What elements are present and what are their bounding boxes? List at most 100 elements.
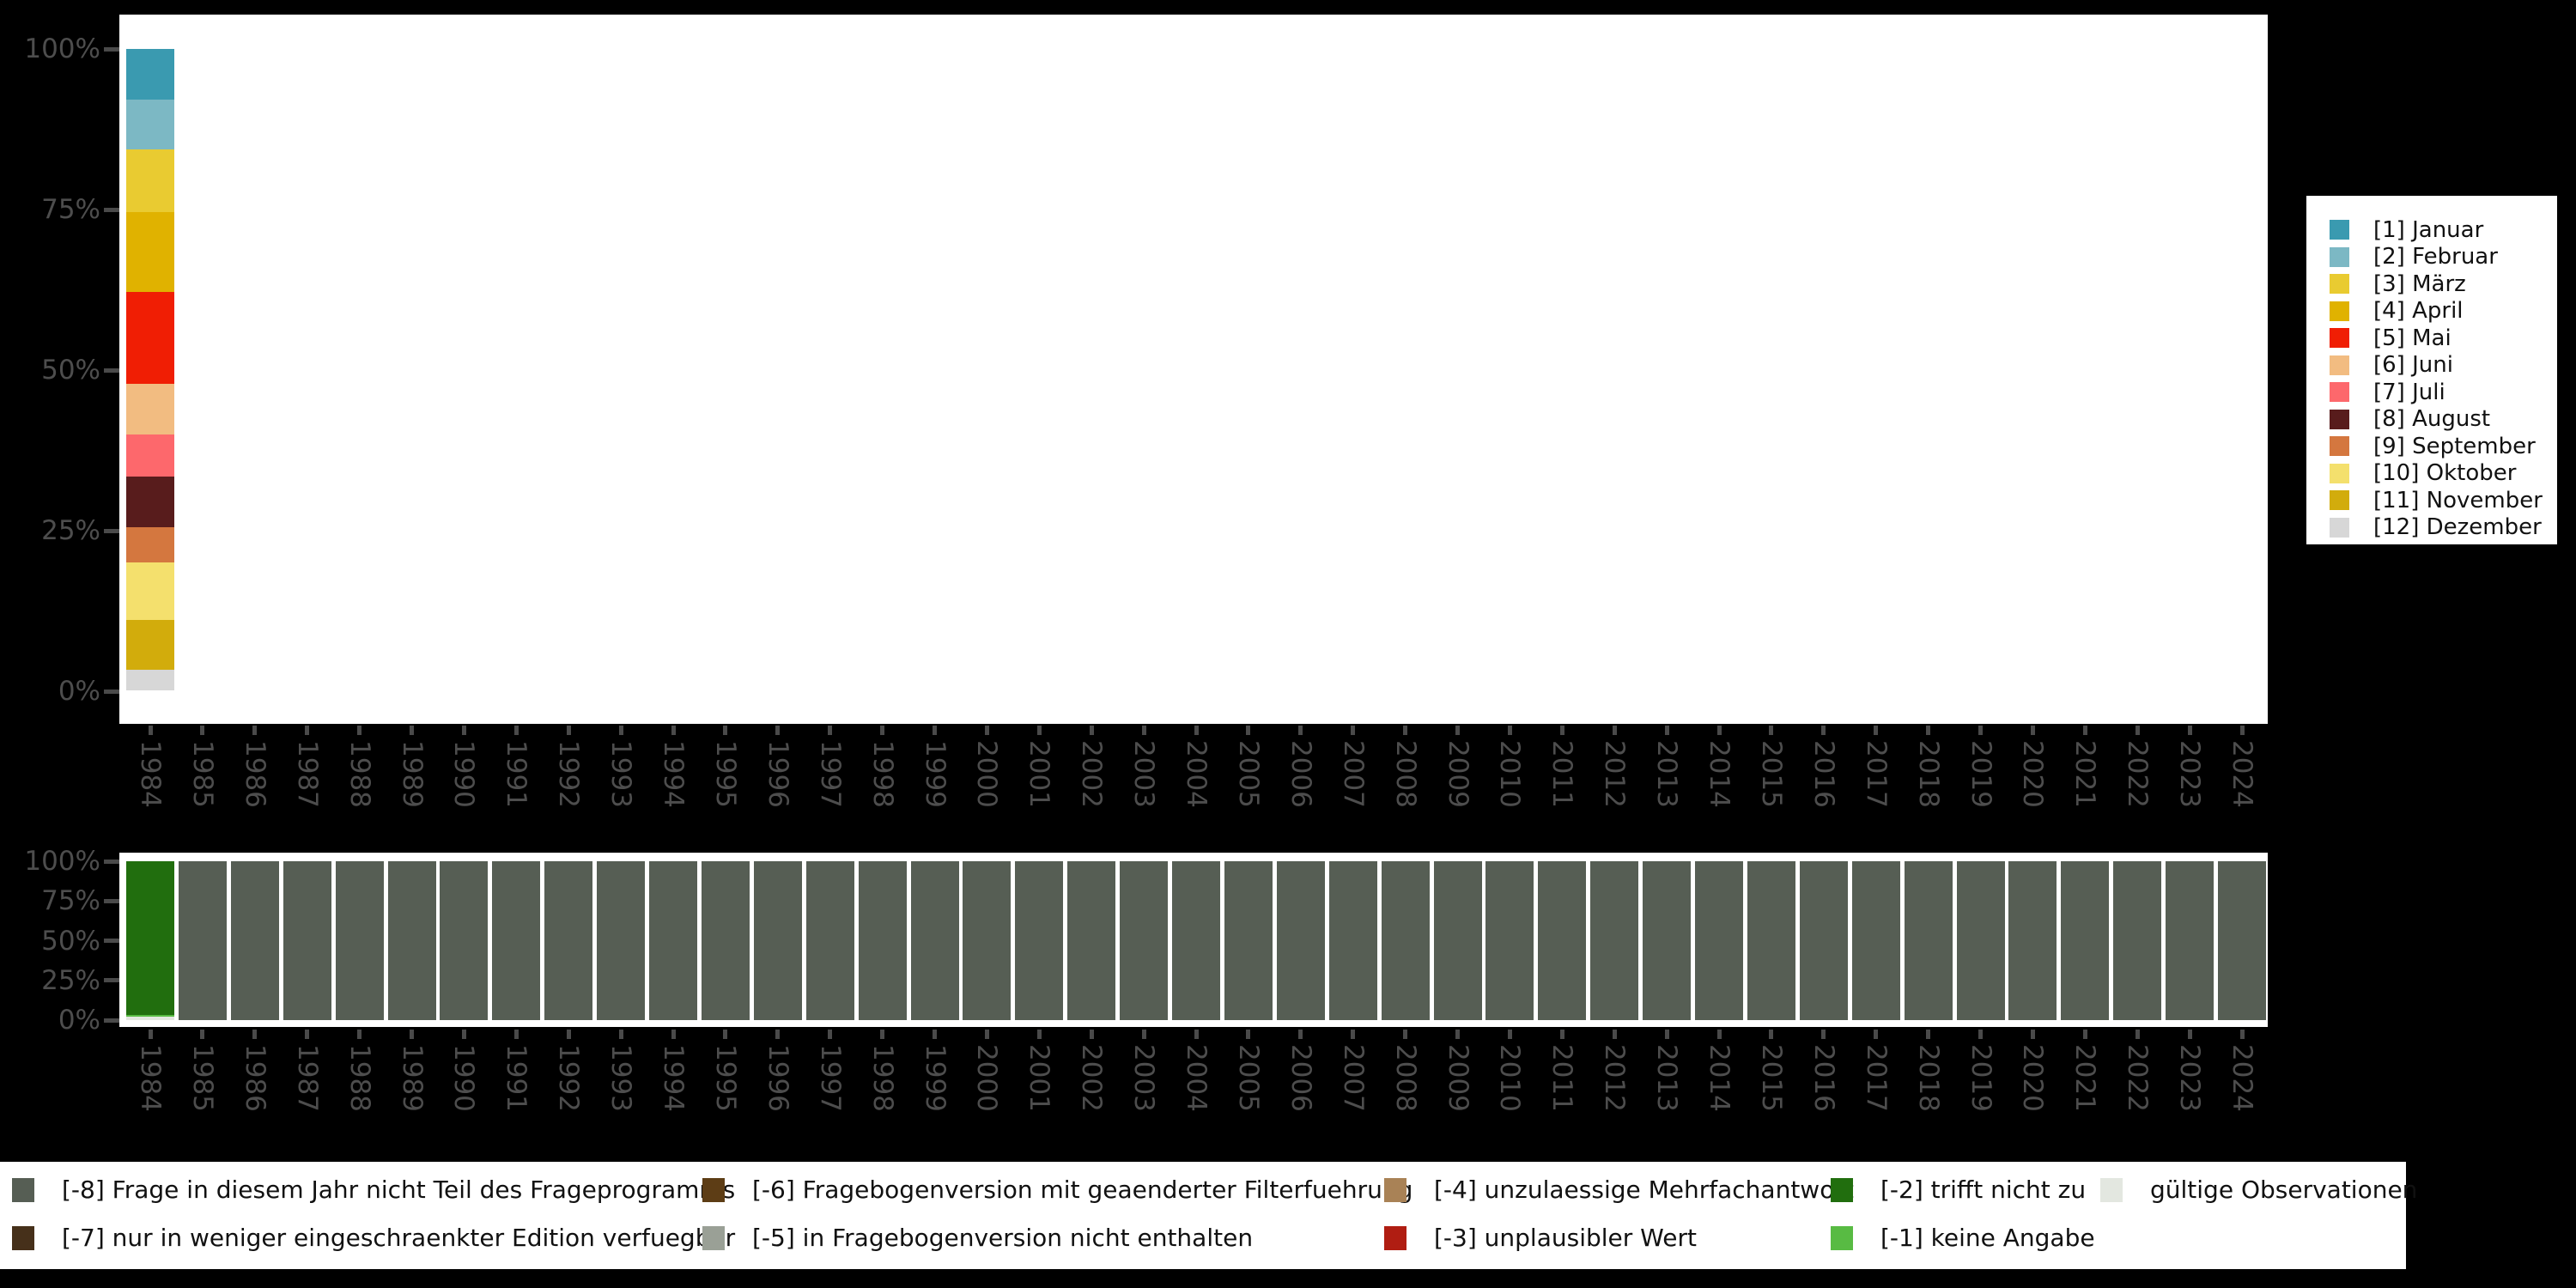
x-axis-tick	[2082, 1030, 2087, 1039]
x-axis-tick	[148, 1030, 153, 1039]
x-axis-tick	[1351, 726, 1356, 735]
bar-segment	[1956, 861, 2005, 1020]
legend-swatch	[2100, 1178, 2123, 1202]
bar-segment	[1328, 861, 1377, 1020]
y-axis-tick	[104, 1018, 119, 1023]
x-axis-tick-label: 2011	[1546, 740, 1578, 808]
bar-segment	[1433, 861, 1482, 1020]
x-axis-tick	[1351, 1030, 1356, 1039]
x-axis-tick-label: 2015	[1755, 740, 1787, 808]
bar-segment	[2113, 861, 2162, 1020]
x-axis-tick-label: 1989	[396, 1044, 428, 1112]
y-axis-tick-label: 25%	[41, 964, 100, 996]
y-axis-tick	[104, 368, 119, 373]
x-axis-tick	[1246, 1030, 1251, 1039]
legend-swatch	[702, 1178, 725, 1202]
x-axis-tick	[775, 1030, 781, 1039]
x-axis-tick	[1298, 1030, 1303, 1039]
bar-segment	[2166, 861, 2215, 1020]
x-axis-tick-label: 2012	[1599, 740, 1631, 808]
x-axis-tick	[775, 726, 781, 735]
x-axis-tick	[1874, 1030, 1879, 1039]
x-axis-tick-label: 1996	[762, 740, 793, 808]
legend-swatch	[2330, 301, 2349, 321]
legend-swatch	[1384, 1226, 1406, 1250]
legend-label: [2] Februar	[2373, 244, 2498, 270]
x-axis-tick	[828, 726, 833, 735]
x-axis-tick-label: 2013	[1651, 1044, 1683, 1112]
bar-segment	[1695, 861, 1743, 1020]
legend-label: [9] September	[2373, 433, 2536, 459]
x-axis-tick-label: 1996	[762, 1044, 793, 1112]
x-axis-tick-label: 2021	[2069, 740, 2101, 808]
x-axis-tick-label: 1986	[239, 1044, 270, 1112]
legend-item: [-3] unplausibler Wert	[1384, 1225, 1697, 1251]
x-axis-tick	[2187, 1030, 2192, 1039]
legend-item: [4] April	[2306, 298, 2557, 324]
legend-label: [-3] unplausibler Wert	[1434, 1224, 1697, 1252]
x-axis-tick	[880, 726, 885, 735]
bar-segment	[1015, 861, 1064, 1020]
legend-swatch	[2330, 436, 2349, 456]
x-axis-tick	[1821, 1030, 1826, 1039]
bar-segment	[1276, 861, 1325, 1020]
legend-item: [7] Juli	[2306, 381, 2557, 404]
x-axis-tick-label: 1985	[186, 1044, 218, 1112]
x-axis-tick-label: 2014	[1704, 1044, 1735, 1112]
x-axis-tick	[513, 1030, 519, 1039]
x-axis-tick-label: 2000	[971, 1044, 1003, 1112]
legend-label: [-8] Frage in diesem Jahr nicht Teil des…	[62, 1176, 736, 1204]
bar-segment	[858, 861, 907, 1020]
legend-swatch	[1831, 1178, 1853, 1202]
x-axis-tick-label: 2023	[2174, 740, 2206, 808]
x-axis-tick-label: 2021	[2069, 1044, 2101, 1112]
bar-segment	[126, 669, 174, 691]
legend-item: [5] Mai	[2306, 327, 2557, 349]
bar-segment	[597, 861, 646, 1020]
legend-swatch	[2330, 463, 2349, 483]
x-axis-tick-label: 2018	[1912, 1044, 1944, 1112]
x-axis-tick-label: 1988	[343, 740, 375, 808]
bar-segment	[544, 861, 593, 1020]
legend-item: [12] Dezember	[2306, 516, 2557, 538]
x-axis-tick-label: 2002	[1076, 740, 1108, 808]
x-axis-tick-label: 1997	[814, 1044, 846, 1112]
x-axis-tick-label: 1995	[709, 740, 741, 808]
legend-label: [10] Oktober	[2373, 460, 2517, 486]
bar-segment	[126, 49, 174, 100]
bar-segment	[126, 1017, 174, 1020]
y-axis-tick	[104, 978, 119, 983]
bar-segment	[1381, 861, 1430, 1020]
bar-segment	[1851, 861, 1900, 1020]
x-axis-tick-label: 2016	[1807, 1044, 1839, 1112]
x-axis-tick-label: 2019	[1965, 1044, 1996, 1112]
legend-label: [4] April	[2373, 298, 2464, 324]
y-axis-tick-label: 0%	[58, 1005, 100, 1036]
x-axis-tick	[1612, 1030, 1617, 1039]
x-axis-tick-label: 1990	[448, 1044, 480, 1112]
bar-segment	[1643, 861, 1692, 1020]
x-axis-tick-label: 2019	[1965, 740, 1996, 808]
x-axis-tick	[723, 726, 728, 735]
x-axis-tick-label: 1991	[501, 1044, 532, 1112]
x-axis-tick-label: 2015	[1755, 1044, 1787, 1112]
bar-segment	[701, 861, 750, 1020]
top-chart-plot	[119, 15, 2268, 724]
x-axis-tick-label: 1994	[658, 1044, 689, 1112]
bar-segment	[1799, 861, 1848, 1020]
x-axis-tick-label: 2003	[1128, 1044, 1160, 1112]
legend-label: [3] März	[2373, 270, 2466, 297]
y-axis-tick-label: 0%	[58, 676, 100, 707]
x-axis-tick-label: 1987	[291, 1044, 323, 1112]
x-axis-tick	[1194, 1030, 1199, 1039]
bar-segment	[178, 861, 227, 1020]
bar-segment	[1067, 861, 1116, 1020]
x-axis-tick	[461, 1030, 466, 1039]
legend-swatch	[2330, 355, 2349, 375]
legend-label: [-7] nur in weniger eingeschraenkter Edi…	[62, 1224, 736, 1252]
x-axis-tick-label: 2002	[1076, 1044, 1108, 1112]
x-axis-tick-label: 1997	[814, 740, 846, 808]
x-axis-tick-label: 2000	[971, 740, 1003, 808]
y-axis-tick-label: 75%	[41, 194, 100, 225]
months-legend: [1] Januar [2] Februar [3] März [4] April [5…	[2306, 196, 2557, 544]
